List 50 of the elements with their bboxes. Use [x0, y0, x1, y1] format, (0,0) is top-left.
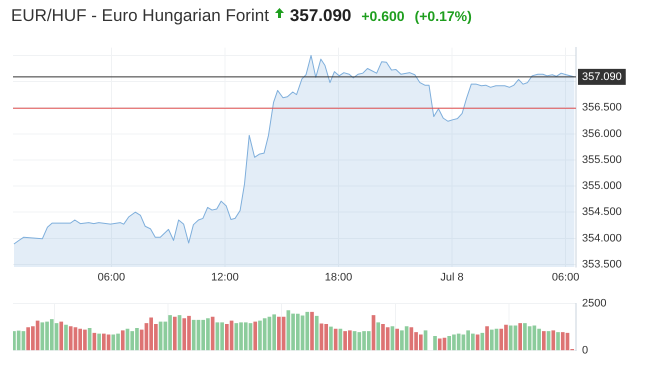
bar — [390, 326, 394, 350]
bar — [97, 334, 101, 350]
x-tick-label: 12:00 — [211, 272, 239, 284]
bar — [210, 316, 214, 350]
bar — [372, 315, 376, 350]
y-tick-label: 356.500 — [582, 102, 622, 114]
ref-line-label: 357.090 — [582, 70, 622, 83]
bar — [424, 330, 428, 350]
bar — [418, 334, 423, 350]
y-tick-label: 355.000 — [582, 180, 622, 192]
bar — [518, 323, 522, 350]
bar — [542, 331, 546, 350]
bar — [120, 330, 125, 350]
bar — [92, 332, 96, 350]
y-tick-label: 0 — [582, 344, 588, 356]
bar — [64, 324, 68, 350]
bar — [178, 315, 182, 350]
bar — [310, 312, 314, 350]
bar — [546, 331, 550, 350]
text: +0.600 — [361, 8, 405, 24]
bar — [338, 328, 342, 350]
bar — [329, 326, 333, 350]
bar — [16, 330, 21, 350]
text: (+0.17%) — [414, 8, 472, 24]
bar — [485, 326, 489, 350]
y-tick-label: 355.500 — [582, 154, 622, 166]
bar — [480, 332, 484, 350]
bar — [59, 322, 64, 350]
bar — [253, 322, 258, 350]
bar — [376, 322, 380, 350]
bar — [551, 330, 556, 350]
x-tick-label: 18:00 — [324, 272, 352, 284]
bar — [476, 334, 480, 350]
bar — [433, 336, 437, 350]
y-tick-label: 356.000 — [582, 128, 622, 140]
y-tick-label: 354.000 — [582, 232, 622, 244]
bar — [314, 316, 319, 350]
x-tick-label: Jul 8 — [440, 272, 464, 284]
x-tick-label: 06:00 — [552, 272, 580, 284]
y-tick-label: 354.500 — [582, 206, 622, 218]
bar — [556, 332, 560, 350]
text: 357.090 — [290, 6, 352, 26]
y-tick-label: 353.500 — [582, 258, 622, 270]
bar — [88, 328, 92, 350]
y-tick-label: 2500 — [582, 298, 606, 310]
bar — [334, 328, 338, 350]
chart-title: EUR/HUF - Euro Hungarian Forint — [11, 6, 269, 26]
x-tick-label: 06:00 — [98, 272, 126, 284]
bar — [172, 316, 177, 350]
bar — [395, 328, 399, 350]
